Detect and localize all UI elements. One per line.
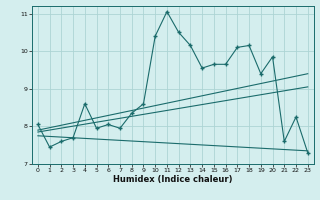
X-axis label: Humidex (Indice chaleur): Humidex (Indice chaleur) bbox=[113, 175, 233, 184]
